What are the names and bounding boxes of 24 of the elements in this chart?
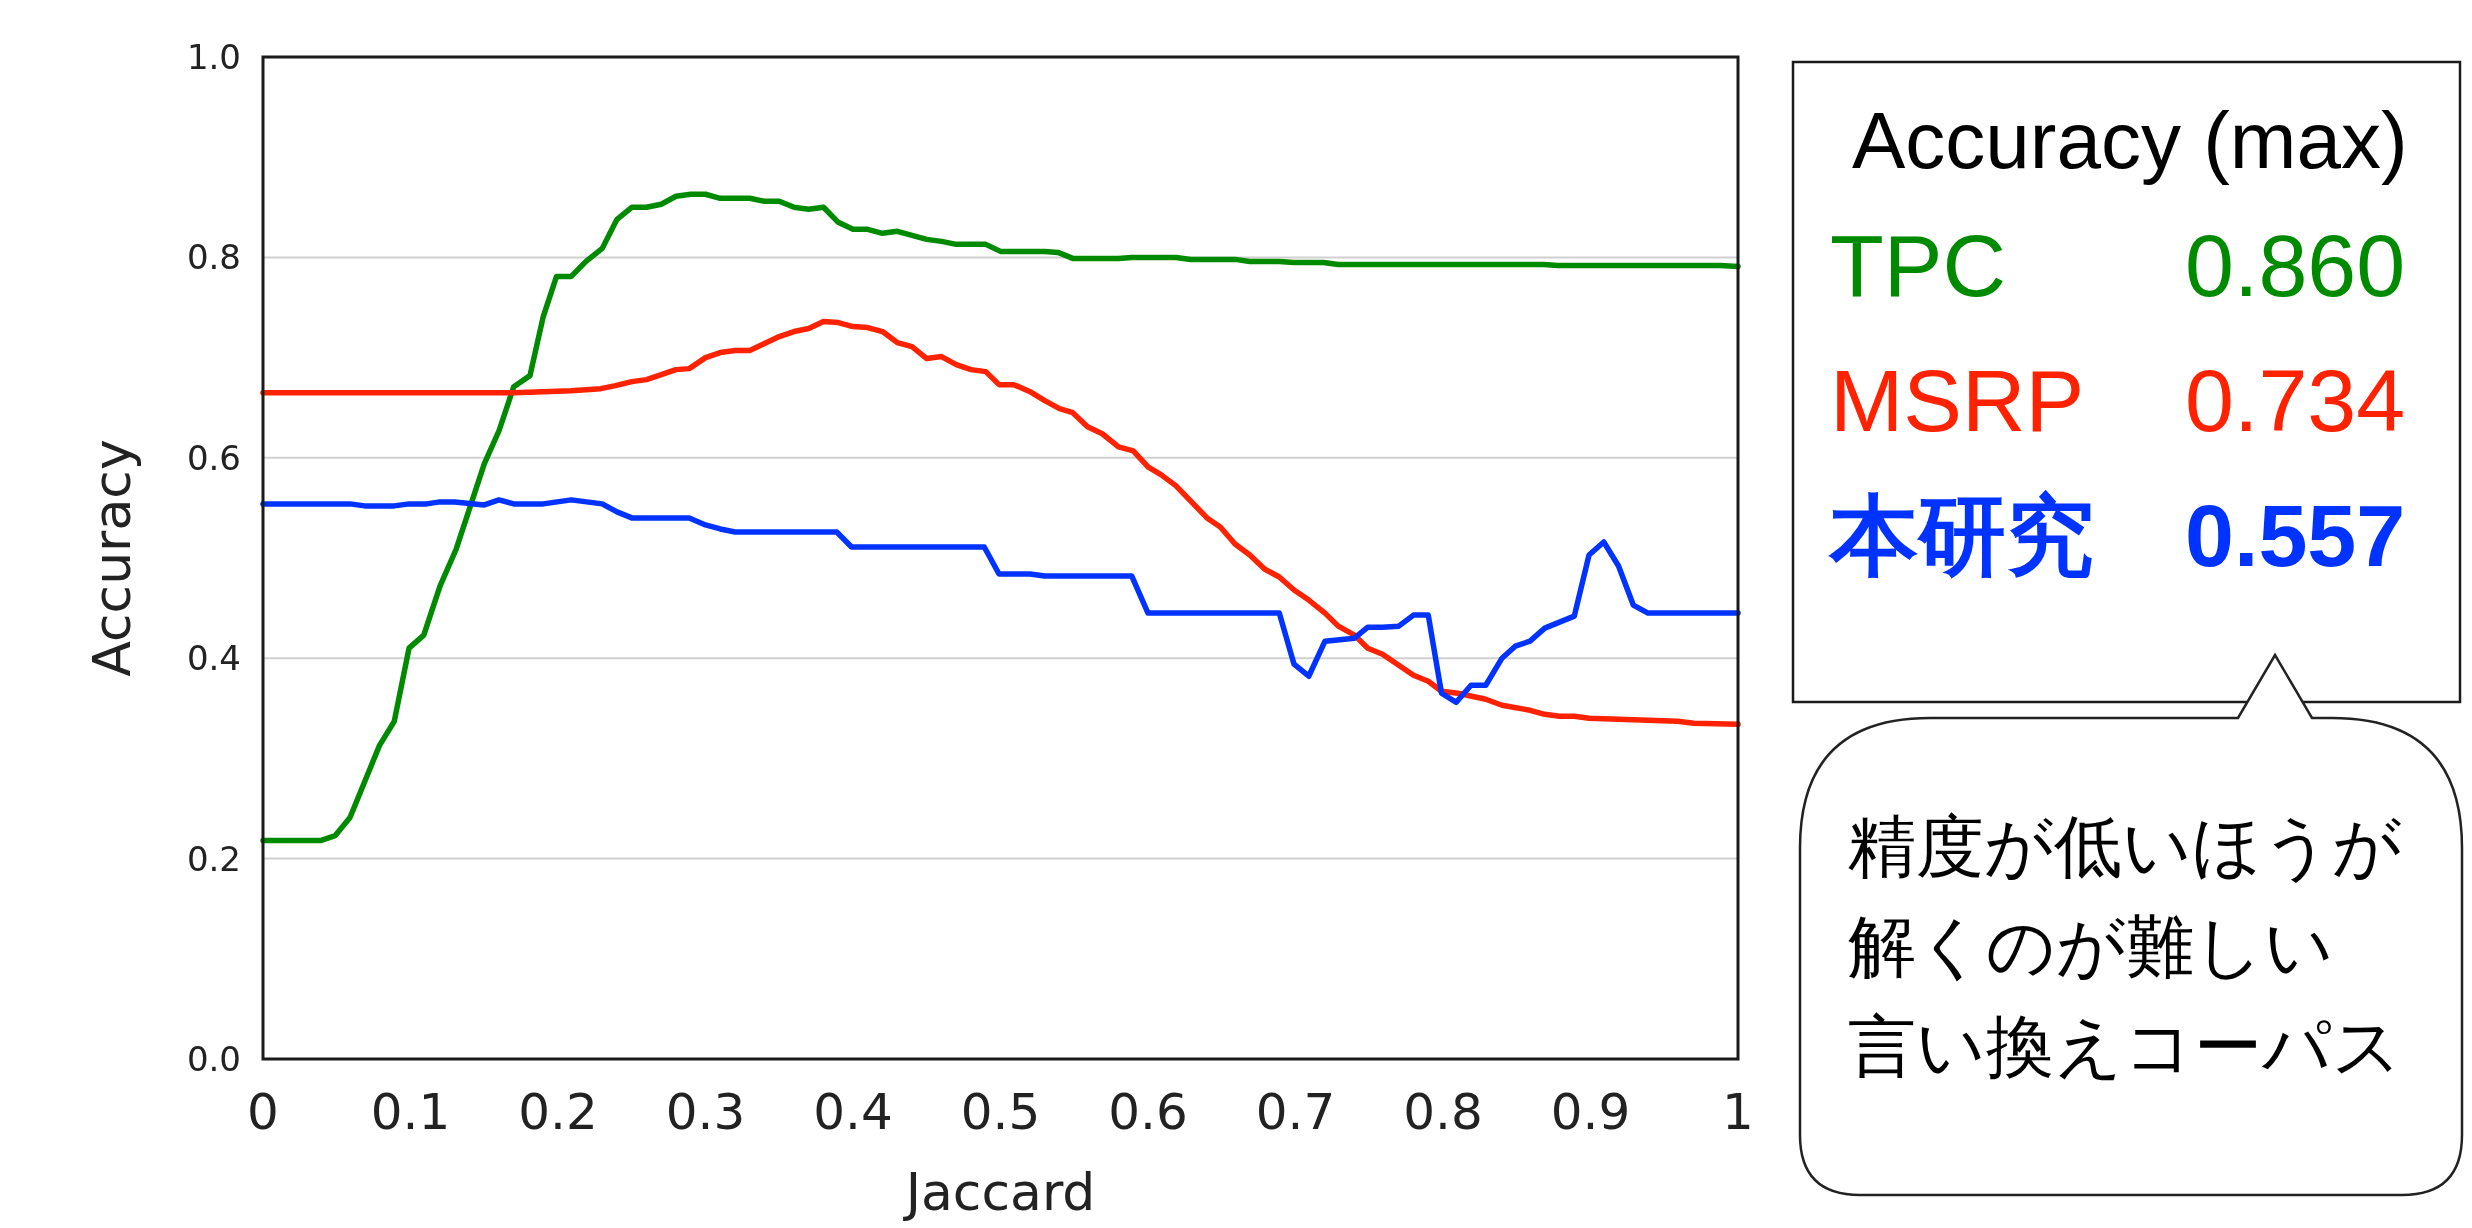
x-tick-label: 0.5 (960, 1083, 1041, 1141)
x-tick-label: 1 (1722, 1083, 1754, 1141)
y-tick-label: 0.6 (186, 437, 241, 478)
y-tick-label: 1.0 (186, 37, 241, 77)
x-tick-label: 0.2 (518, 1083, 598, 1141)
callout: 精度が低いほうが 解くのが難しい 言い換えコーパス (1798, 653, 2464, 1197)
legend: Accuracy (max) TPC 0.860 MSRP 0.734 本研究 0.557 (1791, 60, 2462, 704)
x-tick-label: 0.1 (370, 1083, 451, 1141)
x-tick-label: 0.3 (665, 1083, 746, 1141)
series-label: TPC (1830, 215, 2006, 315)
y-tick-label: 0.4 (186, 638, 241, 679)
y-axis-title: Accuracy (82, 439, 142, 677)
x-tick-label: 0.9 (1550, 1083, 1631, 1141)
x-tick-label: 0.4 (813, 1083, 893, 1141)
y-tick-label: 0.0 (186, 1039, 241, 1079)
y-tick-label: 0.8 (186, 237, 241, 278)
legend-title: Accuracy (max) (1852, 95, 2408, 185)
series-label: 本研究 (1828, 485, 2094, 585)
x-tick-label: 0.6 (1108, 1083, 1188, 1141)
x-tick-label: 0.8 (1403, 1083, 1483, 1141)
x-tick-label: 0.7 (1255, 1083, 1336, 1141)
x-axis-title: Jaccard (902, 1162, 1096, 1222)
x-tick-label: 0 (247, 1083, 279, 1141)
y-tick-label: 0.2 (186, 838, 241, 879)
